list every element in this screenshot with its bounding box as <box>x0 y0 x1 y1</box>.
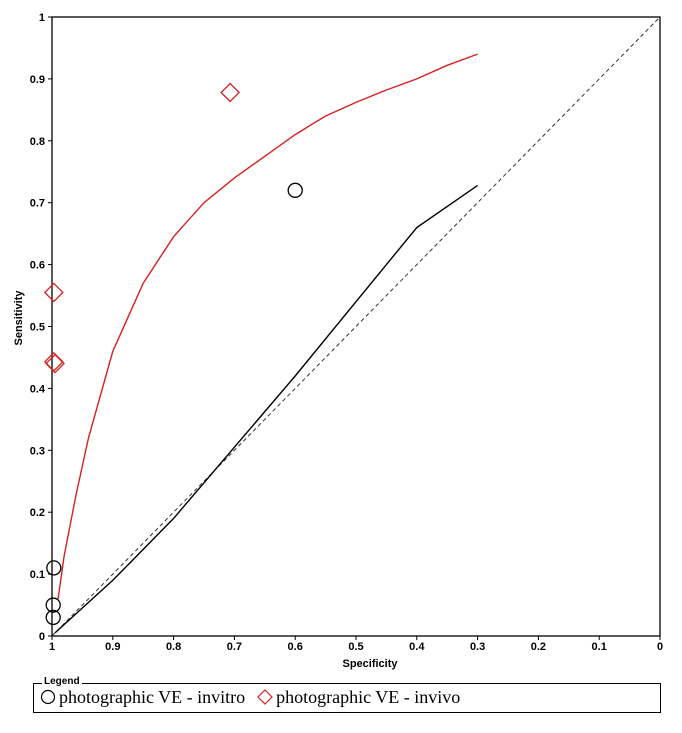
y-tick-label: 0.8 <box>30 136 45 148</box>
y-tick-label: 1 <box>39 12 45 24</box>
x-tick-label: 0.8 <box>166 641 181 653</box>
y-tick-label: 0.1 <box>30 569 45 581</box>
x-tick-label: 0.3 <box>470 641 485 653</box>
y-tick-label: 0.2 <box>30 507 45 519</box>
reference-diagonal-line <box>51 16 661 637</box>
x-tick-label: 0.4 <box>409 641 425 653</box>
legend-label-invivo: photographic VE - invivo <box>276 687 461 707</box>
diamond-marker-icon <box>257 689 273 705</box>
invitro-data-point <box>287 182 303 198</box>
x-axis-title: Specificity <box>342 658 398 670</box>
plot-area: 1 0.9 0.8 0.7 0.6 0.5 0.4 0.3 0.2 0.1 0 0 0.1 0.2 0.3 0… <box>13 12 663 670</box>
x-tick-label: 0.9 <box>105 641 120 653</box>
x-tick-label: 0.2 <box>531 641 546 653</box>
x-tick-label: 1 <box>49 641 55 653</box>
legend: photographic VE - invitro photographic V… <box>40 686 472 708</box>
y-tick-label: 0.3 <box>30 445 45 457</box>
legend-item-invivo: photographic VE - invivo <box>257 686 460 708</box>
invivo-data-point <box>45 353 65 374</box>
invitro-sroc-curve <box>54 184 478 634</box>
y-tick-label: 0.9 <box>30 74 45 86</box>
invivo-data-point <box>220 82 241 103</box>
invivo-sroc-curve <box>57 53 478 599</box>
y-tick-label: 0 <box>39 631 45 643</box>
legend-box <box>33 683 661 713</box>
legend-title: Legend <box>42 676 82 688</box>
invivo-data-point <box>43 282 64 303</box>
y-tick-label: 0.6 <box>30 260 45 272</box>
invitro-data-point <box>45 609 61 626</box>
x-tick-label: 0.7 <box>227 641 242 653</box>
legend-item-invitro: photographic VE - invitro <box>40 686 245 708</box>
invitro-data-point <box>45 597 61 613</box>
x-tick-label: 0.6 <box>288 641 303 653</box>
x-tick-label: 0.1 <box>592 641 607 653</box>
x-tick-label: 0.5 <box>348 641 363 653</box>
invitro-data-point <box>46 560 62 576</box>
y-tick-label: 0.5 <box>30 322 45 334</box>
y-axis-title: Sensitivity <box>13 290 25 346</box>
y-tick-label: 0.7 <box>30 198 45 210</box>
x-tick-label: 0 <box>657 641 663 653</box>
y-tick-label: 0.4 <box>30 383 46 395</box>
legend-label-invitro: photographic VE - invitro <box>59 687 246 707</box>
circle-marker-icon <box>40 689 56 705</box>
